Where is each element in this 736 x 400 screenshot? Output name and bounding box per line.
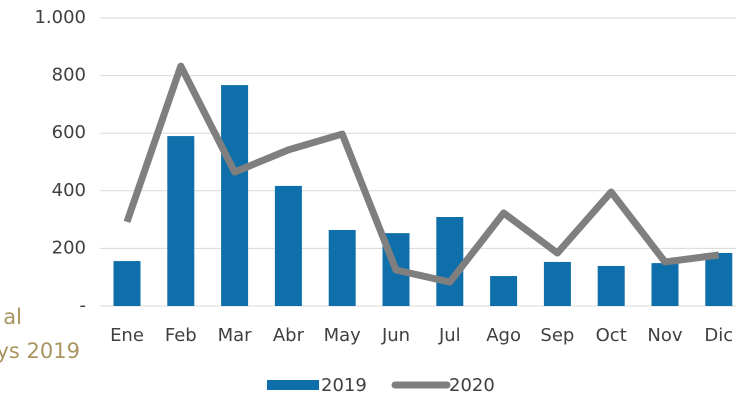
x-tick-label: May: [324, 325, 362, 346]
bar: [597, 265, 625, 306]
x-tick-label: Ene: [110, 325, 144, 346]
x-tick-label: Dic: [704, 325, 733, 346]
bar: [221, 85, 249, 306]
y-tick-label: 800: [52, 65, 86, 86]
x-tick-label: Abr: [273, 325, 305, 346]
bar: [490, 276, 518, 306]
line: [123, 62, 720, 286]
x-tick-label: Feb: [165, 325, 197, 346]
legend-label: 2020: [449, 375, 495, 396]
legend-label: 2019: [321, 375, 367, 396]
x-tick-label: Mar: [218, 325, 253, 346]
bar: [113, 261, 141, 306]
bar: [167, 136, 195, 306]
y-tick-label: 400: [52, 180, 86, 201]
legend-swatch: [267, 380, 319, 390]
bar: [274, 185, 302, 306]
y-tick-label: 200: [52, 237, 86, 258]
bar: [436, 217, 464, 306]
x-tick-label: Sep: [540, 325, 574, 346]
bar: [705, 253, 733, 306]
bar: [651, 263, 679, 306]
bar: [328, 229, 356, 306]
annotation: al: [3, 305, 22, 329]
x-tick-label: Ago: [486, 325, 521, 346]
y-tick-label: 1.000: [34, 7, 86, 28]
x-tick-label: Nov: [647, 325, 682, 346]
y-tick-label: -: [80, 295, 87, 316]
annotation: ys 2019: [0, 339, 80, 363]
x-tick-label: Jun: [381, 325, 410, 346]
y-tick-label: 600: [52, 122, 86, 143]
x-tick-label: Jul: [438, 325, 461, 346]
bar: [543, 261, 571, 306]
x-tick-label: Oct: [596, 325, 627, 346]
